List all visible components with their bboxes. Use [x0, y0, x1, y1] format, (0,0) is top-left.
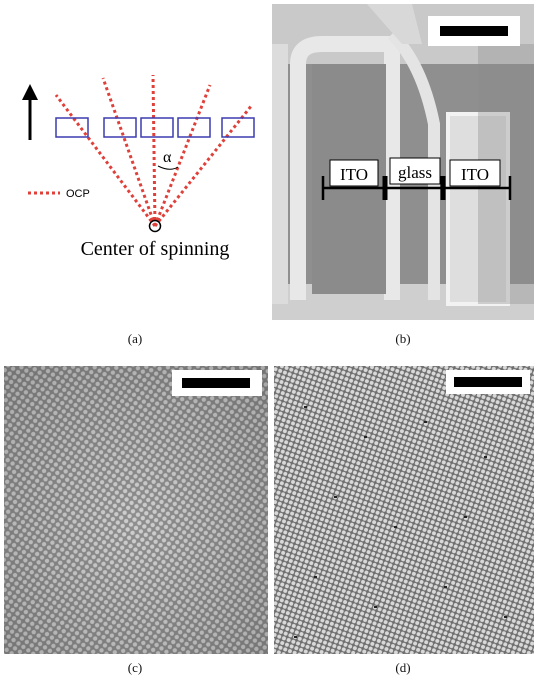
substrate-rect: [103, 117, 137, 138]
panel-c-svg: [4, 366, 268, 654]
direction-arrow-icon: [22, 84, 38, 140]
panel-a-schematic: α OCP Center of spinning: [0, 0, 268, 330]
substrate-rect: [177, 117, 211, 138]
ocp-lines: [54, 74, 254, 227]
spin-center-icon: [148, 219, 162, 233]
alpha-angle-arc: [157, 165, 179, 170]
panel-b-svg: ITO glass ITO: [272, 4, 534, 320]
panel-b-micrograph: ITO glass ITO: [272, 4, 534, 320]
panel-c-micrograph: [4, 366, 268, 654]
ito-right-label: ITO: [461, 165, 489, 184]
alpha-label: α: [163, 149, 172, 166]
panel-a-svg: α OCP Center of spinning: [22, 74, 255, 260]
ito-left-label: ITO: [340, 165, 368, 184]
glass-label: glass: [398, 163, 432, 182]
region-measure-line: [321, 176, 512, 200]
substrate-rect: [140, 117, 174, 138]
substrate-rect: [221, 117, 255, 138]
panel-d-svg: [274, 366, 534, 654]
center-of-spinning-label: Center of spinning: [81, 238, 230, 260]
caption-d: (d): [395, 660, 411, 675]
defect-marks: [294, 406, 507, 638]
caption-c: (c): [127, 660, 143, 675]
panel-d-micrograph: [274, 366, 534, 654]
ocp-legend-label: OCP: [66, 188, 90, 200]
caption-a: (a): [127, 331, 143, 346]
substrate-rect: [55, 117, 89, 138]
substrate-rectangles: [55, 117, 255, 138]
caption-b: (b): [395, 331, 411, 346]
